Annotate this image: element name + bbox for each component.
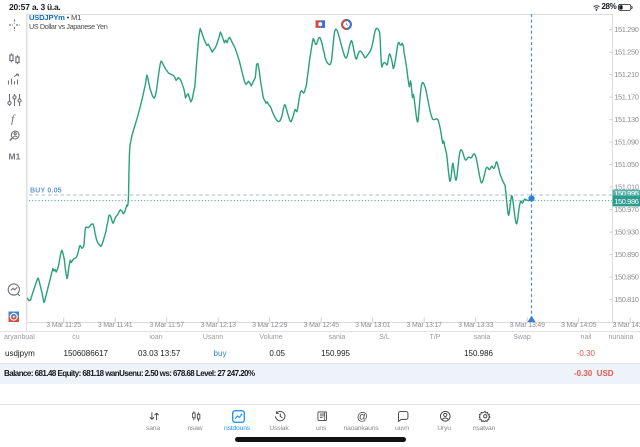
svg-text:M1: M1 xyxy=(9,152,21,162)
svg-text:150.890: 150.890 xyxy=(614,250,639,259)
svg-text:150.995: 150.995 xyxy=(614,189,639,198)
svg-text:151.090: 151.090 xyxy=(614,138,639,147)
svg-text:151.250: 151.250 xyxy=(614,48,639,57)
svg-text:BUY 0.05: BUY 0.05 xyxy=(30,188,62,195)
svg-text:f: f xyxy=(11,112,16,126)
svg-text:151.290: 151.290 xyxy=(614,25,639,34)
svg-text:151.170: 151.170 xyxy=(614,93,639,102)
svg-text:151.130: 151.130 xyxy=(614,115,639,124)
svg-text:150.850: 150.850 xyxy=(614,273,639,282)
svg-text:150.810: 150.810 xyxy=(614,295,639,304)
svg-text:150.930: 150.930 xyxy=(614,228,639,237)
svg-text:151.210: 151.210 xyxy=(614,70,639,79)
svg-text:@: @ xyxy=(357,411,368,422)
svg-text:151.010: 151.010 xyxy=(614,183,639,192)
svg-text:150.970: 150.970 xyxy=(614,205,639,214)
svg-text:150.986: 150.986 xyxy=(614,197,639,206)
svg-text:151.050: 151.050 xyxy=(614,160,639,169)
